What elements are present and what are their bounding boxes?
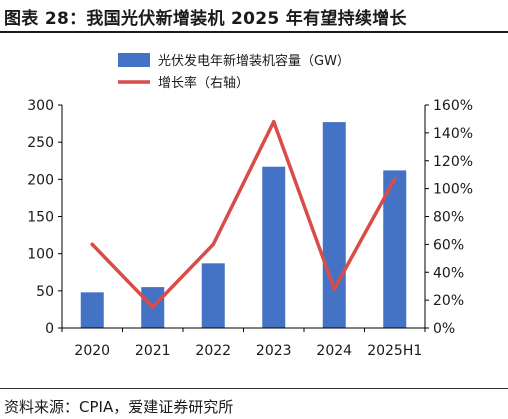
x-tick-label: 2024: [316, 343, 352, 359]
left-tick-label: 50: [36, 284, 54, 300]
left-tick-label: 0: [45, 321, 54, 337]
source-divider: [0, 388, 508, 389]
figure-title: 图表 28：我国光伏新增装机 2025 年有望持续增长: [4, 9, 407, 29]
right-tick-label: 120%: [433, 154, 473, 170]
growth-point-2024: [332, 287, 337, 291]
bar-2020: [80, 292, 104, 328]
title-divider: [0, 31, 508, 33]
x-tick-label: 2021: [135, 343, 171, 359]
right-tick-label: 40%: [433, 265, 464, 281]
right-tick-label: 140%: [433, 126, 473, 142]
left-tick-label: 100: [27, 247, 54, 263]
legend-swatch-bar: [118, 53, 150, 67]
source-note: 资料来源：CPIA，爱建证券研究所: [4, 398, 234, 416]
right-tick-label: 160%: [433, 98, 473, 114]
x-tick-label: 2022: [195, 343, 231, 359]
growth-point-2025H1: [392, 177, 397, 181]
legend-label-line: 增长率（右轴）: [158, 75, 249, 91]
x-tick-label: 2025H1: [367, 343, 422, 359]
growth-point-2023: [271, 119, 276, 124]
left-tick-label: 300: [27, 98, 54, 114]
right-tick-label: 20%: [433, 293, 464, 309]
bar-2023: [262, 166, 286, 328]
chart: 光伏发电年新增装机容量（GW） 增长率（右轴） 0 50 100 150 200 250 300…: [27, 53, 473, 359]
bar-2025H1: [383, 170, 407, 328]
right-tick-label: 100%: [433, 182, 473, 198]
right-tick-label: 0%: [433, 321, 455, 337]
growth-point-2020: [90, 242, 95, 247]
bar-2022: [201, 263, 225, 328]
growth-rate-line: [90, 119, 397, 309]
growth-point-2022: [211, 242, 216, 247]
right-tick-label: 80%: [433, 210, 464, 226]
growth-point-2021: [150, 305, 155, 309]
bar-2024: [322, 122, 346, 328]
left-tick-label: 150: [27, 210, 54, 226]
x-tick-label: 2023: [256, 343, 292, 359]
x-tick-label: 2020: [74, 343, 110, 359]
left-tick-label: 200: [27, 172, 54, 188]
legend-label-bar: 光伏发电年新增装机容量（GW）: [158, 53, 350, 69]
left-tick-label: 250: [27, 135, 54, 151]
right-tick-label: 60%: [433, 237, 464, 253]
